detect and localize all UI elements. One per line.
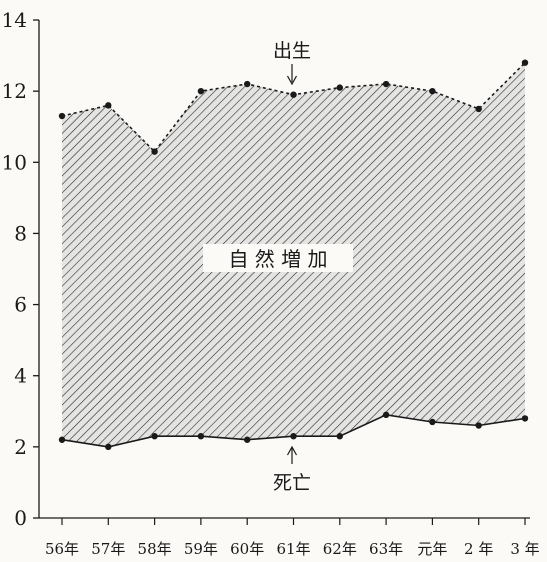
birth-point [244, 80, 251, 88]
y-ticks: 0 2 4 6 8 10 12 14 [2, 8, 39, 530]
death-point [521, 415, 529, 422]
death-point [151, 432, 158, 440]
y-tick-label: 8 [14, 221, 27, 245]
birth-point [521, 59, 529, 66]
birth-point [336, 84, 343, 91]
birth-annotation: 出生 [273, 40, 311, 86]
x-tick-label: 56年 [45, 540, 79, 558]
birth-arrow-head [286, 75, 298, 86]
death-point [429, 418, 436, 426]
death-annotation: 死亡 [273, 445, 311, 494]
birth-point [475, 105, 482, 113]
axes [38, 20, 530, 519]
death-label: 死亡 [273, 472, 311, 494]
birth-point [382, 80, 390, 88]
death-point [475, 422, 482, 429]
death-point [244, 436, 251, 443]
x-tick-label: 57年 [91, 540, 125, 558]
fill-label-background [203, 244, 353, 272]
death-point [197, 432, 205, 440]
y-tick-label: 6 [14, 293, 27, 317]
fill-label: 自 然 増 加 [228, 247, 327, 271]
y-tick-label: 2 [14, 435, 27, 459]
birth-point [290, 91, 297, 98]
y-tick-label: 12 [2, 79, 27, 103]
y-tick-label: 10 [2, 150, 27, 174]
birth-point [429, 87, 436, 95]
birth-point [58, 112, 66, 120]
birth-point [105, 102, 112, 109]
birth-point [151, 148, 158, 155]
x-tick-label: 60年 [230, 540, 264, 558]
x-tick-label: 元年 [417, 540, 447, 558]
x-tick-label: 63年 [369, 540, 403, 558]
x-tick-label: 3 年 [510, 540, 539, 558]
death-point [105, 443, 112, 451]
death-point [382, 411, 390, 419]
x-tick-label: 58年 [138, 540, 172, 558]
y-tick-label: 4 [14, 364, 27, 388]
death-point [290, 432, 297, 440]
x-tick-label: 62年 [323, 540, 357, 558]
x-tick-label: 59年 [184, 540, 218, 558]
x-tick-label: 61年 [276, 540, 310, 558]
birth-label: 出生 [273, 40, 311, 62]
death-arrow-head [286, 445, 298, 456]
birth-point [197, 87, 205, 95]
series-layer [58, 59, 529, 451]
x-ticks: 56年 57年 58年 59年 60年 61年 62年 63年 元年 2 年 3 年 [45, 518, 540, 558]
death-point [58, 436, 66, 443]
y-tick-label: 0 [14, 506, 27, 530]
x-tick-label: 2 年 [464, 540, 493, 558]
death-point [336, 432, 343, 440]
y-tick-label: 14 [2, 8, 27, 32]
